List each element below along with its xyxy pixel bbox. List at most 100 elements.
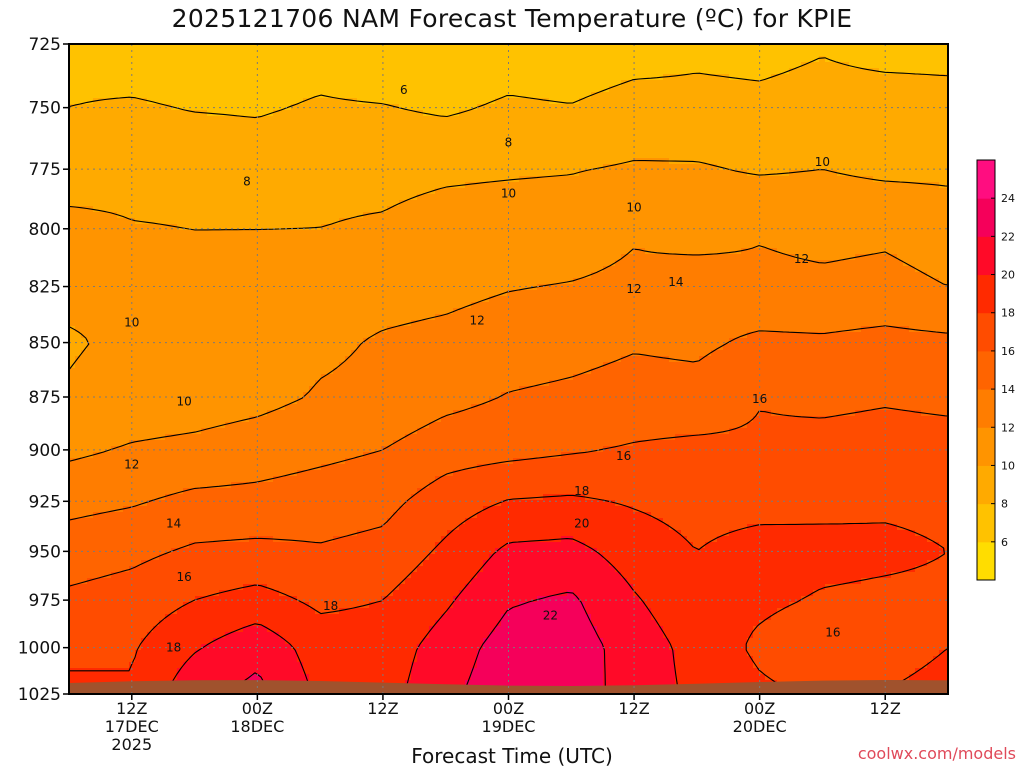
temperature-cell [243, 152, 250, 159]
temperature-cell [159, 236, 166, 243]
temperature-cell [663, 206, 670, 213]
temperature-cell [351, 182, 358, 189]
temperature-cell [315, 122, 322, 129]
temperature-cell [501, 194, 508, 201]
temperature-cell [537, 176, 544, 183]
temperature-cell [447, 218, 454, 225]
temperature-cell [729, 146, 736, 153]
temperature-cell [453, 230, 460, 237]
temperature-cell [537, 86, 544, 93]
temperature-cell [837, 134, 844, 141]
temperature-cell [399, 98, 406, 105]
temperature-cell [903, 212, 910, 219]
temperature-cell [495, 74, 502, 81]
temperature-cell [855, 176, 862, 183]
temperature-cell [489, 164, 496, 171]
temperature-cell [621, 164, 628, 171]
temperature-cell [309, 80, 316, 87]
temperature-cell [927, 242, 934, 249]
temperature-cell [861, 86, 868, 93]
temperature-cell [117, 44, 124, 51]
temperature-cell [879, 200, 886, 207]
temperature-cell [291, 50, 298, 57]
temperature-cell [357, 116, 364, 123]
temperature-cell [663, 62, 670, 69]
temperature-cell [423, 152, 430, 159]
temperature-cell [885, 164, 892, 171]
temperature-cell [867, 92, 874, 99]
temperature-cell [489, 206, 496, 213]
temperature-cell [93, 230, 100, 237]
temperature-cell [381, 68, 388, 75]
temperature-cell [705, 110, 712, 117]
temperature-cell [291, 62, 298, 69]
temperature-cell [657, 110, 664, 117]
temperature-cell [465, 200, 472, 207]
temperature-cell [699, 158, 706, 165]
temperature-cell [105, 194, 112, 201]
temperature-cell [945, 92, 948, 99]
temperature-cell [513, 212, 520, 219]
temperature-cell [297, 194, 304, 201]
temperature-cell [165, 122, 172, 129]
temperature-cell [861, 134, 868, 141]
temperature-cell [333, 206, 340, 213]
temperature-cell [915, 140, 922, 147]
temperature-cell [525, 236, 532, 243]
temperature-cell [399, 164, 406, 171]
temperature-cell [315, 110, 322, 117]
temperature-cell [561, 152, 568, 159]
temperature-cell [75, 44, 82, 51]
temperature-cell [639, 68, 646, 75]
temperature-cell [321, 80, 328, 87]
temperature-cell [369, 200, 376, 207]
temperature-cell [867, 56, 874, 63]
temperature-cell [309, 176, 316, 183]
temperature-cell [345, 224, 352, 231]
temperature-cell [747, 194, 754, 201]
temperature-cell [447, 158, 454, 165]
temperature-cell [321, 86, 328, 93]
temperature-cell [237, 170, 244, 177]
temperature-cell [159, 98, 166, 105]
temperature-cell [183, 62, 190, 69]
temperature-cell [855, 134, 862, 141]
temperature-cell [657, 146, 664, 153]
temperature-cell [93, 56, 100, 63]
temperature-cell [501, 170, 508, 177]
temperature-cell [201, 158, 208, 165]
temperature-cell [585, 68, 592, 75]
temperature-cell [213, 158, 220, 165]
temperature-cell [351, 62, 358, 69]
temperature-cell [207, 128, 214, 135]
temperature-cell [681, 122, 688, 129]
temperature-cell [915, 164, 922, 171]
temperature-cell [471, 92, 478, 99]
temperature-cell [657, 152, 664, 159]
temperature-cell [303, 110, 310, 117]
temperature-cell [81, 194, 88, 201]
temperature-cell [453, 164, 460, 171]
temperature-cell [591, 122, 598, 129]
temperature-cell [387, 68, 394, 75]
temperature-cell [519, 80, 526, 87]
temperature-cell [255, 128, 262, 135]
temperature-cell [615, 218, 622, 225]
temperature-cell [621, 62, 628, 69]
temperature-cell [771, 170, 778, 177]
temperature-cell [663, 110, 670, 117]
temperature-cell [663, 134, 670, 141]
temperature-cell [549, 80, 556, 87]
temperature-cell [411, 206, 418, 213]
temperature-cell [825, 218, 832, 225]
temperature-cell [393, 200, 400, 207]
temperature-cell [417, 170, 424, 177]
temperature-cell [819, 230, 826, 237]
temperature-cell [759, 134, 766, 141]
temperature-cell [333, 86, 340, 93]
temperature-cell [879, 182, 886, 189]
temperature-cell [867, 188, 874, 195]
temperature-cell [399, 110, 406, 117]
temperature-cell [789, 200, 796, 207]
temperature-cell [717, 206, 724, 213]
